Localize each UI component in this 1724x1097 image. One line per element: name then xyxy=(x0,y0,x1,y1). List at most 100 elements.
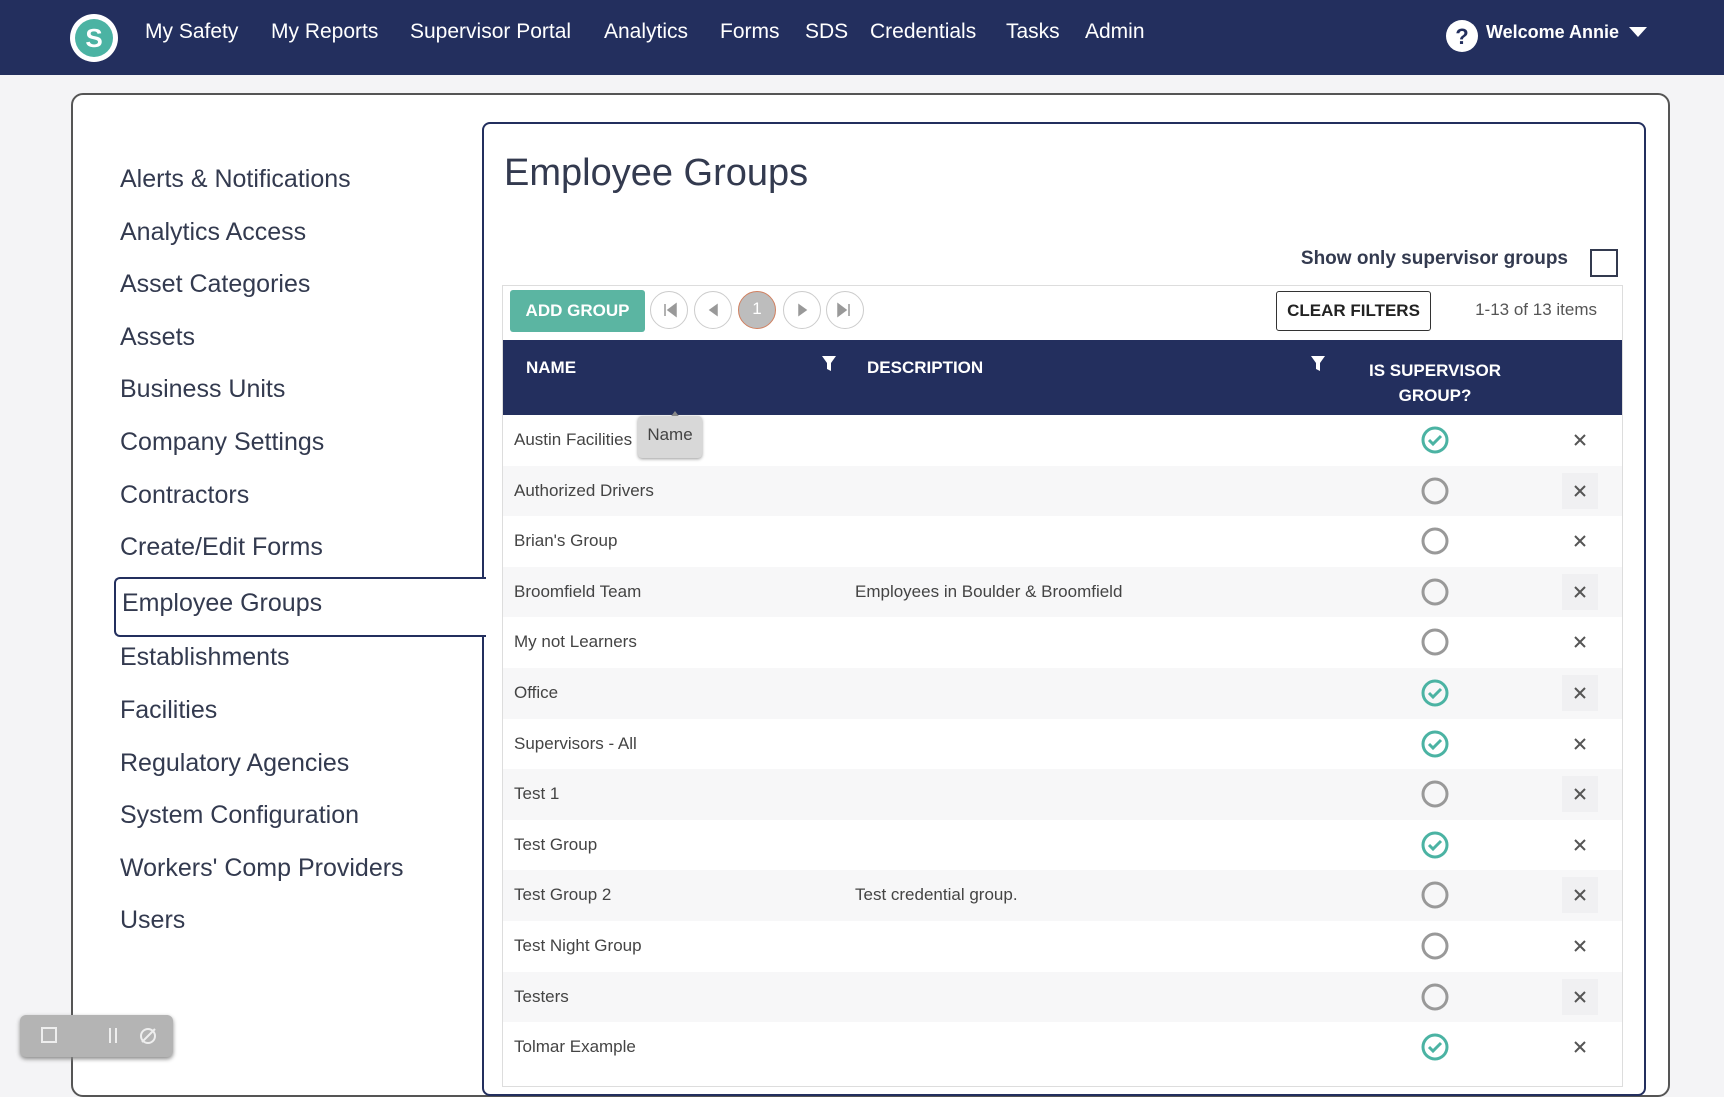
table-row: Supervisors - All xyxy=(503,718,1622,770)
nav-link[interactable]: Admin xyxy=(1085,20,1145,43)
nav-link[interactable]: Analytics xyxy=(604,20,689,43)
supervisor-check xyxy=(1420,1032,1450,1067)
delete-button[interactable] xyxy=(1562,422,1598,458)
table-row: Authorized Drivers xyxy=(503,465,1622,517)
sidebar-link[interactable]: Company Settings xyxy=(120,428,325,456)
description-cell: Test credential group. xyxy=(855,885,1018,905)
nav-link[interactable]: Tasks xyxy=(1006,20,1060,43)
sidebar-link[interactable]: Facilities xyxy=(120,696,218,724)
logo[interactable]: S xyxy=(68,12,120,64)
table-row: Brian's Group xyxy=(503,516,1622,567)
filter-checkbox[interactable] xyxy=(1590,249,1618,277)
top-nav: S ? Welcome Annie My Safety My Reports Sup… xyxy=(0,0,1724,75)
table-row: My not Learners xyxy=(503,617,1622,668)
name-cell: Test 1 xyxy=(514,784,560,804)
delete-button[interactable] xyxy=(1562,978,1598,1015)
supervisor-check xyxy=(1420,830,1450,865)
name-cell: Testers xyxy=(514,986,569,1006)
supervisor-empty xyxy=(1420,476,1450,511)
page-title: Employee Groups xyxy=(504,152,809,194)
name-cell: My not Learners xyxy=(514,632,637,652)
content-panel: Employee Groups Show only supervisor gro… xyxy=(482,122,1646,1096)
supervisor-check xyxy=(1420,425,1450,460)
delete-button[interactable] xyxy=(1562,928,1598,964)
column-header[interactable]: IS SUPERVISOR GROUP? xyxy=(1369,361,1501,405)
supervisor-empty xyxy=(1420,577,1450,612)
sidebar-link[interactable]: Users xyxy=(120,906,186,935)
logo-letter: S xyxy=(85,23,102,53)
delete-button[interactable] xyxy=(1562,624,1598,660)
supervisor-empty xyxy=(1420,880,1450,915)
grid: ADD GROUP 1 CLEAR FILTERS 1-13 of 13 items N… xyxy=(502,285,1623,1087)
filter-icon[interactable] xyxy=(822,356,836,377)
name-cell: Test Night Group xyxy=(514,936,642,955)
delete-button[interactable] xyxy=(1562,472,1598,509)
pager-button[interactable] xyxy=(826,291,864,329)
caret[interactable] xyxy=(1628,26,1648,40)
sidebar-link[interactable]: Asset Categories xyxy=(120,270,311,299)
name-cell: Tolmar Example xyxy=(514,1037,636,1057)
nav-link[interactable]: My Safety xyxy=(145,20,239,43)
sidebar-link[interactable]: Business Units xyxy=(120,375,286,404)
add-group-button[interactable]: ADD GROUP xyxy=(510,290,645,332)
delete-button[interactable] xyxy=(1562,523,1598,559)
column-header[interactable]: NAME xyxy=(526,358,577,377)
delete-button[interactable] xyxy=(1562,877,1598,914)
page-number[interactable]: 1 xyxy=(738,291,776,329)
delete-button[interactable] xyxy=(1562,726,1598,762)
nav-link[interactable]: My Reports xyxy=(271,20,379,43)
name-cell: Brian's Group xyxy=(514,531,618,551)
pager-button[interactable] xyxy=(783,291,821,329)
nav-link[interactable]: Credentials xyxy=(870,20,977,43)
table-row: Test Group xyxy=(503,819,1622,871)
supervisor-check xyxy=(1420,678,1450,713)
sidebar-active xyxy=(114,576,486,637)
svg-text:?: ? xyxy=(1455,24,1468,49)
sidebar-link[interactable]: Employee Groups xyxy=(122,588,323,617)
pager-button[interactable] xyxy=(694,291,732,329)
sidebar-link[interactable]: Create/Edit Forms xyxy=(120,533,323,562)
delete-button[interactable] xyxy=(1562,827,1598,863)
sidebar-link[interactable]: Assets xyxy=(120,322,196,351)
delete-button[interactable] xyxy=(1562,776,1598,813)
delete-button[interactable] xyxy=(1562,675,1598,711)
name-cell: Austin Facilities xyxy=(514,430,633,449)
recorder-toolbar[interactable] xyxy=(20,1015,173,1057)
supervisor-empty xyxy=(1420,779,1450,814)
description-cell: Employees in Boulder & Broomfield xyxy=(855,581,1123,601)
table-row: Testers xyxy=(503,971,1622,1023)
filter-icon[interactable] xyxy=(1311,356,1325,377)
sidebar-link[interactable]: Establishments xyxy=(120,643,290,672)
sidebar-link[interactable]: System Configuration xyxy=(120,801,360,830)
table-row: Test Group 2 Test credential group. xyxy=(503,870,1622,921)
nav-link[interactable]: SDS xyxy=(805,20,849,43)
supervisor-empty xyxy=(1420,982,1450,1017)
table-header: NAME DESCRIPTION IS SUPERVISOR GROUP? xyxy=(503,340,1622,415)
delete-button[interactable] xyxy=(1562,573,1598,610)
name-cell: Supervisors - All xyxy=(514,733,637,753)
column-header[interactable]: DESCRIPTION xyxy=(867,358,984,377)
supervisor-check xyxy=(1420,729,1450,764)
name-cell: Test Group 2 xyxy=(514,885,612,905)
sidebar-link[interactable]: Workers' Comp Providers xyxy=(120,853,404,882)
delete-button[interactable] xyxy=(1562,1029,1598,1065)
table-row: Office xyxy=(503,668,1622,719)
name-cell: Broomfield Team xyxy=(514,581,642,601)
tooltip: Name xyxy=(638,416,702,458)
sidebar-link[interactable]: Regulatory Agencies xyxy=(120,748,350,777)
name-cell: Office xyxy=(514,683,559,702)
name-cell: Test Group xyxy=(514,834,598,854)
clear-filters-button[interactable]: CLEAR FILTERS xyxy=(1276,291,1431,331)
supervisor-empty xyxy=(1420,627,1450,662)
help-icon[interactable]: ? xyxy=(1444,18,1480,54)
nav-link[interactable]: Supervisor Portal xyxy=(410,20,572,43)
nav-link[interactable]: Forms xyxy=(720,20,780,43)
sidebar-link[interactable]: Alerts & Notifications xyxy=(120,165,351,193)
pager-button[interactable] xyxy=(650,291,688,329)
table-row: Test Night Group xyxy=(503,921,1622,972)
user-menu[interactable]: Welcome Annie xyxy=(1486,22,1620,42)
table-row: Test 1 xyxy=(503,769,1622,820)
sidebar-link[interactable]: Analytics Access xyxy=(120,217,307,246)
sidebar-link[interactable]: Contractors xyxy=(120,480,250,509)
name-cell: Authorized Drivers xyxy=(514,480,654,500)
